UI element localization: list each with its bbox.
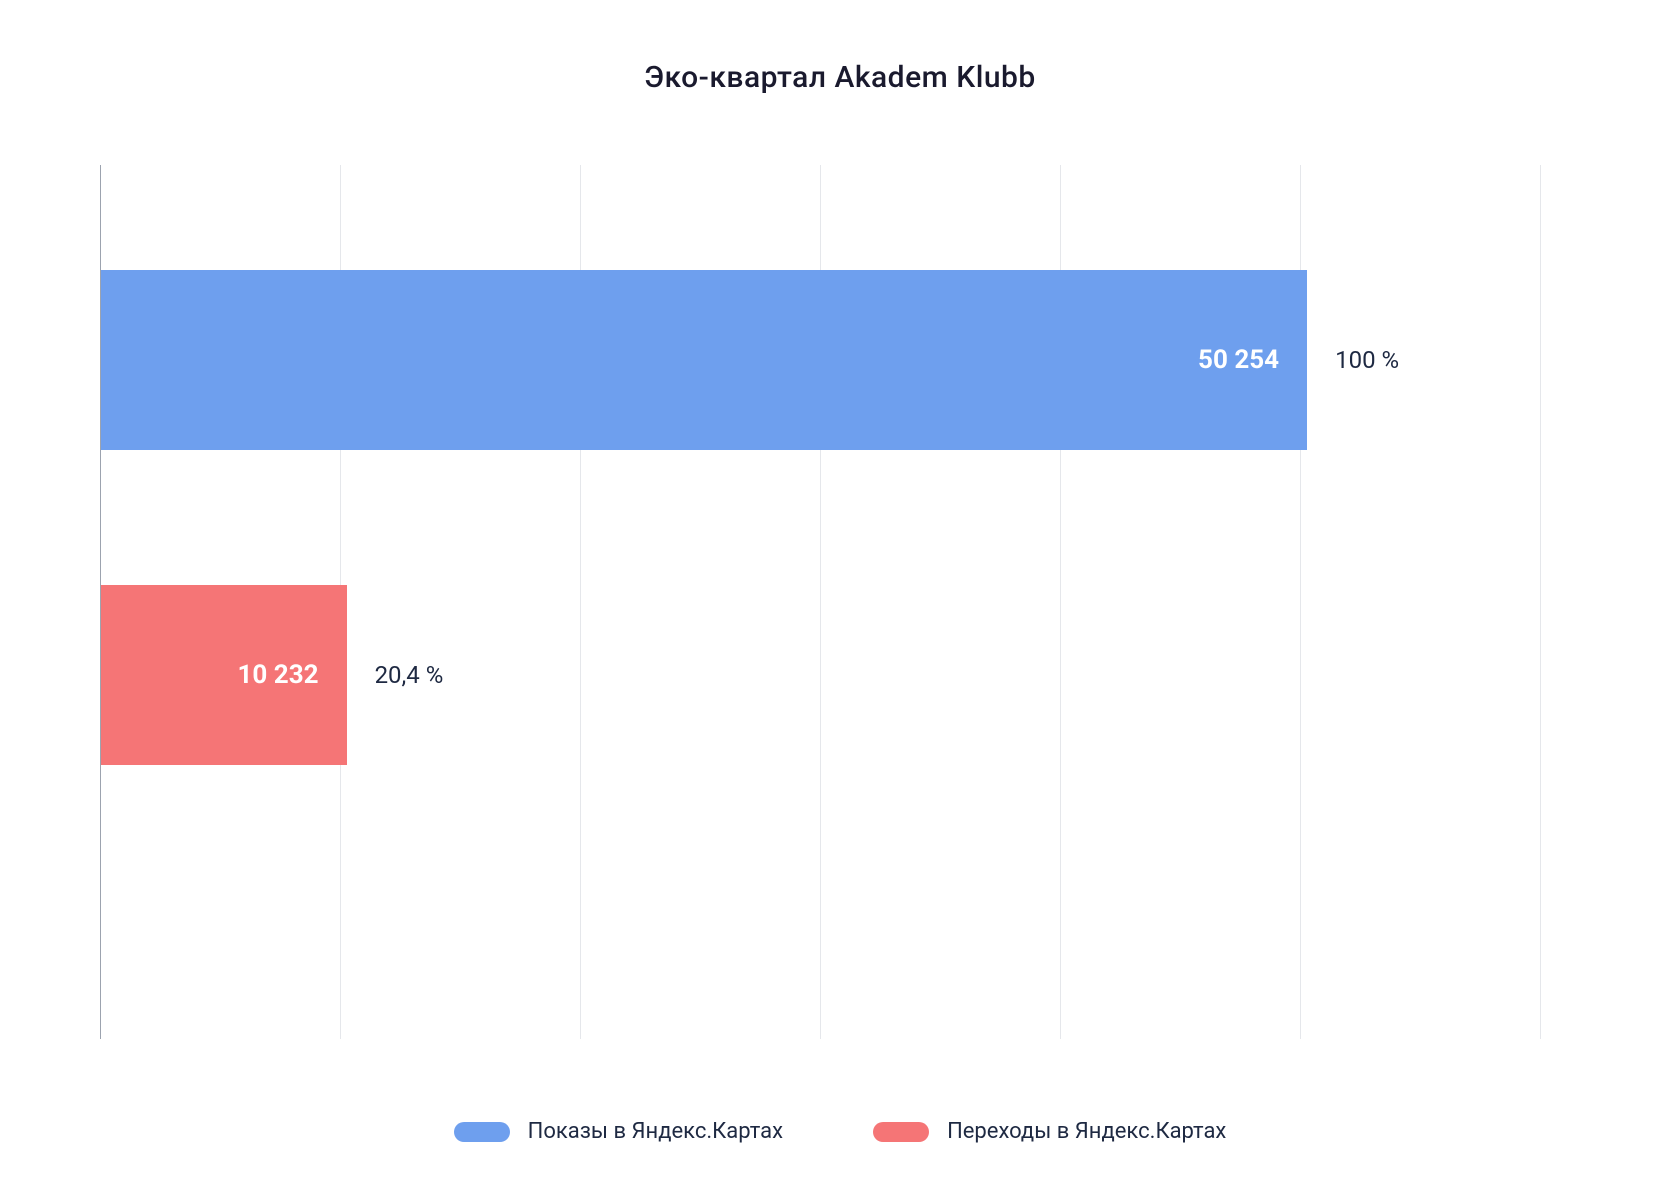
bar-row: 10 232 20,4 % [101, 585, 1541, 765]
legend-swatch [873, 1122, 929, 1142]
legend-label: Переходы в Яндекс.Картах [947, 1119, 1226, 1144]
bar-percent-label: 100 % [1335, 346, 1399, 374]
bar-row: 50 254 100 % [101, 270, 1541, 450]
chart-title: Эко-квартал Akadem Klubb [80, 60, 1600, 95]
legend-label: Показы в Яндекс.Картах [528, 1119, 783, 1144]
bar: 50 254 [101, 270, 1307, 450]
chart-container: Эко-квартал Akadem Klubb 50 254 100 % 10 2… [80, 60, 1600, 1144]
bar-value-label: 10 232 [238, 660, 319, 690]
legend-item: Переходы в Яндекс.Картах [873, 1119, 1226, 1144]
plot-area: 50 254 100 % 10 232 20,4 % [100, 165, 1540, 1039]
bar-percent-label: 20,4 % [375, 661, 444, 689]
legend-item: Показы в Яндекс.Картах [454, 1119, 783, 1144]
legend-swatch [454, 1122, 510, 1142]
legend: Показы в Яндекс.Картах Переходы в Яндекс.… [80, 1099, 1600, 1144]
bars-group: 50 254 100 % 10 232 20,4 % [100, 165, 1540, 1039]
bar-value-label: 50 254 [1198, 345, 1279, 375]
bar: 10 232 [101, 585, 347, 765]
